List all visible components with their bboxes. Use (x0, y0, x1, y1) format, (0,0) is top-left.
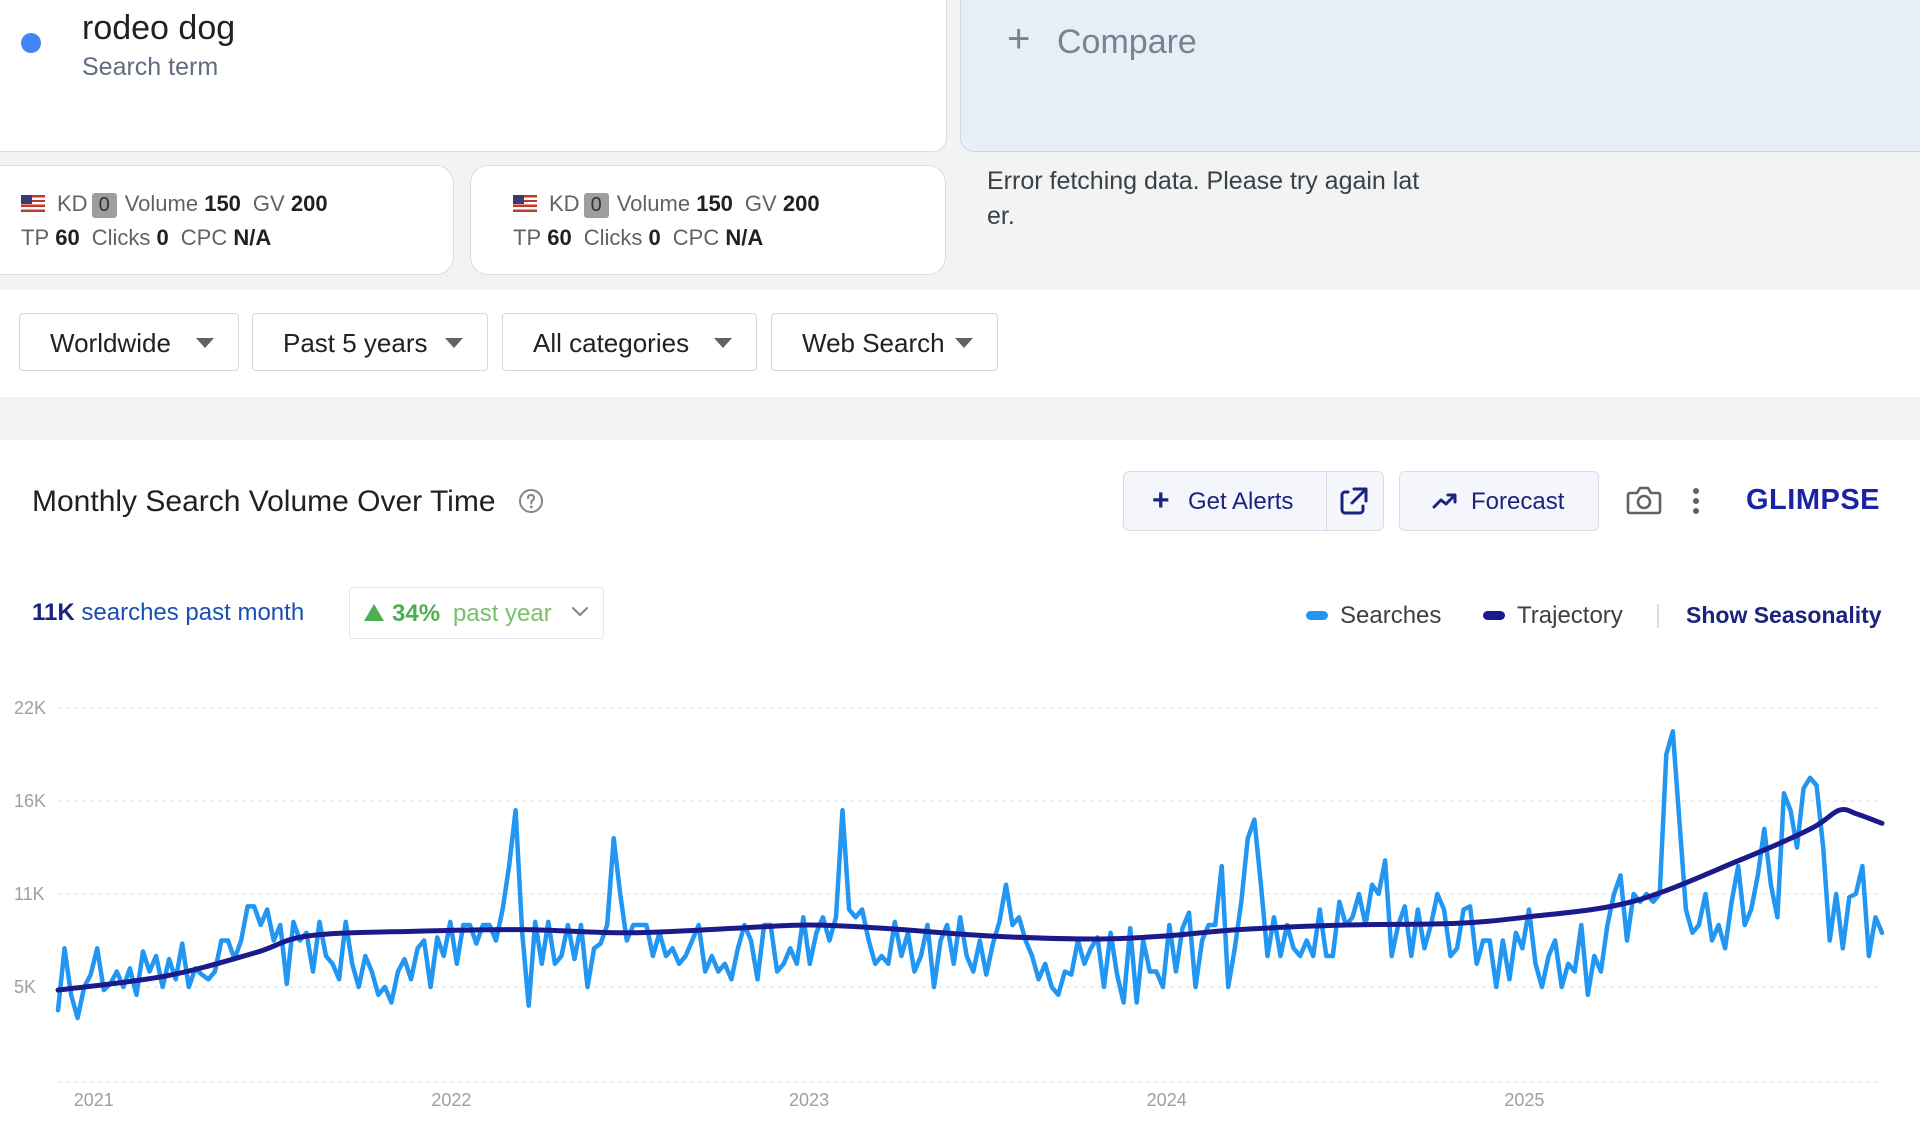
tp-value: 60 (55, 225, 80, 250)
cpc-value: N/A (233, 225, 272, 250)
yoy-value: 34% (392, 600, 441, 627)
forecast-label: Forecast (1471, 488, 1565, 515)
yoy-text: past year (453, 600, 552, 627)
kd-value: 0 (91, 193, 117, 218)
more-options-icon[interactable] (1690, 486, 1702, 516)
trajectory-swatch (1483, 611, 1505, 620)
trend-up-icon (364, 604, 384, 621)
y-tick-label: 11K (14, 884, 45, 904)
y-tick-label: 22K (14, 698, 46, 718)
brand-logo: GLIMPSE (1746, 484, 1880, 517)
brand-logo-text: GLIMPSE (1746, 484, 1881, 516)
legend-separator (1657, 604, 1659, 628)
region-dropdown[interactable]: Worldwide (19, 313, 239, 371)
metrics-card: KD 0 Volume 150 GV 200 TP 60 Clicks 0 CPC N/A (470, 165, 946, 275)
gv-label: GV (252, 191, 285, 216)
caret-down-icon (196, 338, 214, 348)
searches-text: searches past month (81, 599, 305, 626)
time-range-dropdown[interactable]: Past 5 years (252, 313, 488, 371)
yoy-change-dropdown[interactable]: 34% past year (349, 587, 604, 639)
us-flag-icon (513, 195, 537, 212)
tp-label: TP (21, 225, 50, 250)
get-alerts-button[interactable]: + Get Alerts (1124, 472, 1326, 530)
legend-searches[interactable]: Searches (1306, 602, 1441, 630)
alerts-button-group: + Get Alerts (1123, 471, 1384, 531)
term-color-dot (21, 33, 41, 53)
searches-line[interactable] (55, 729, 1885, 1021)
clicks-label: Clicks (583, 225, 643, 250)
y-tick-label: 5K (14, 977, 36, 997)
clicks-value: 0 (156, 225, 169, 250)
plus-icon: + (1007, 17, 1031, 61)
kd-label: KD (57, 191, 88, 216)
compare-label: Compare (1057, 23, 1197, 61)
source-dropdown-label: Web Search (802, 328, 945, 358)
kd-value: 0 (583, 193, 609, 218)
metrics-card: KD 0 Volume 150 GV 200 TP 60 Clicks 0 CPC N/A (0, 165, 454, 275)
category-dropdown[interactable]: All categories (502, 313, 757, 371)
legend-searches-label: Searches (1340, 602, 1442, 629)
compare-card[interactable]: + Compare (960, 0, 1920, 152)
external-link-icon[interactable] (1327, 472, 1383, 530)
get-alerts-label: Get Alerts (1188, 488, 1294, 515)
search-term-subtitle: Search term (82, 53, 219, 81)
tp-value: 60 (547, 225, 572, 250)
y-tick-label: 16K (14, 791, 46, 811)
error-message: Error fetching data. Please try again la… (987, 167, 1420, 230)
clicks-label: Clicks (91, 225, 151, 250)
forecast-button[interactable]: Forecast (1399, 471, 1599, 531)
searches-past-month: 11K searches past month (32, 599, 304, 627)
button-divider (1326, 472, 1327, 530)
section-divider (0, 397, 1920, 440)
region-dropdown-label: Worldwide (50, 328, 171, 358)
x-tick-label: 2025 (1504, 1090, 1544, 1110)
trajectory-line[interactable] (55, 807, 1885, 993)
x-tick-label: 2022 (431, 1090, 471, 1110)
source-dropdown[interactable]: Web Search (771, 313, 998, 371)
searches-swatch (1306, 611, 1328, 620)
us-flag-icon (21, 195, 45, 212)
volume-label: Volume (124, 191, 199, 216)
volume-value: 150 (204, 191, 241, 216)
gv-value: 200 (290, 191, 328, 216)
gv-label: GV (744, 191, 777, 216)
kd-label: KD (549, 191, 580, 216)
caret-down-icon (955, 338, 973, 348)
cpc-value: N/A (725, 225, 764, 250)
volume-label: Volume (616, 191, 691, 216)
clicks-value: 0 (648, 225, 661, 250)
cpc-label: CPC (180, 225, 228, 250)
tp-label: TP (513, 225, 542, 250)
chart-title: Monthly Search Volume Over Time (32, 485, 496, 518)
search-term-card[interactable]: rodeo dog Search term (0, 0, 947, 152)
plus-icon: + (1152, 484, 1170, 517)
gv-value: 200 (782, 191, 820, 216)
search-term-title: rodeo dog (82, 9, 236, 47)
searches-value: 11K (32, 599, 75, 626)
trending-up-icon (1432, 493, 1457, 509)
search-volume-chart: 5K 11K 16K 22K 2021 2022 2023 2024 2025 (14, 698, 1885, 1110)
category-dropdown-label: All categories (533, 328, 690, 358)
x-tick-label: 2023 (789, 1090, 829, 1110)
caret-down-icon (445, 338, 463, 348)
volume-value: 150 (696, 191, 733, 216)
x-tick-label: 2024 (1147, 1090, 1187, 1110)
legend-trajectory-label: Trajectory (1517, 602, 1623, 629)
camera-icon[interactable] (1626, 485, 1662, 515)
time-range-dropdown-label: Past 5 years (283, 328, 428, 358)
x-tick-label: 2021 (74, 1090, 114, 1110)
cpc-label: CPC (672, 225, 720, 250)
help-icon[interactable] (518, 488, 544, 514)
caret-down-icon (714, 338, 732, 348)
legend-trajectory[interactable]: Trajectory (1483, 602, 1623, 630)
show-seasonality-link[interactable]: Show Seasonality (1686, 602, 1882, 628)
chevron-down-icon (572, 607, 588, 616)
